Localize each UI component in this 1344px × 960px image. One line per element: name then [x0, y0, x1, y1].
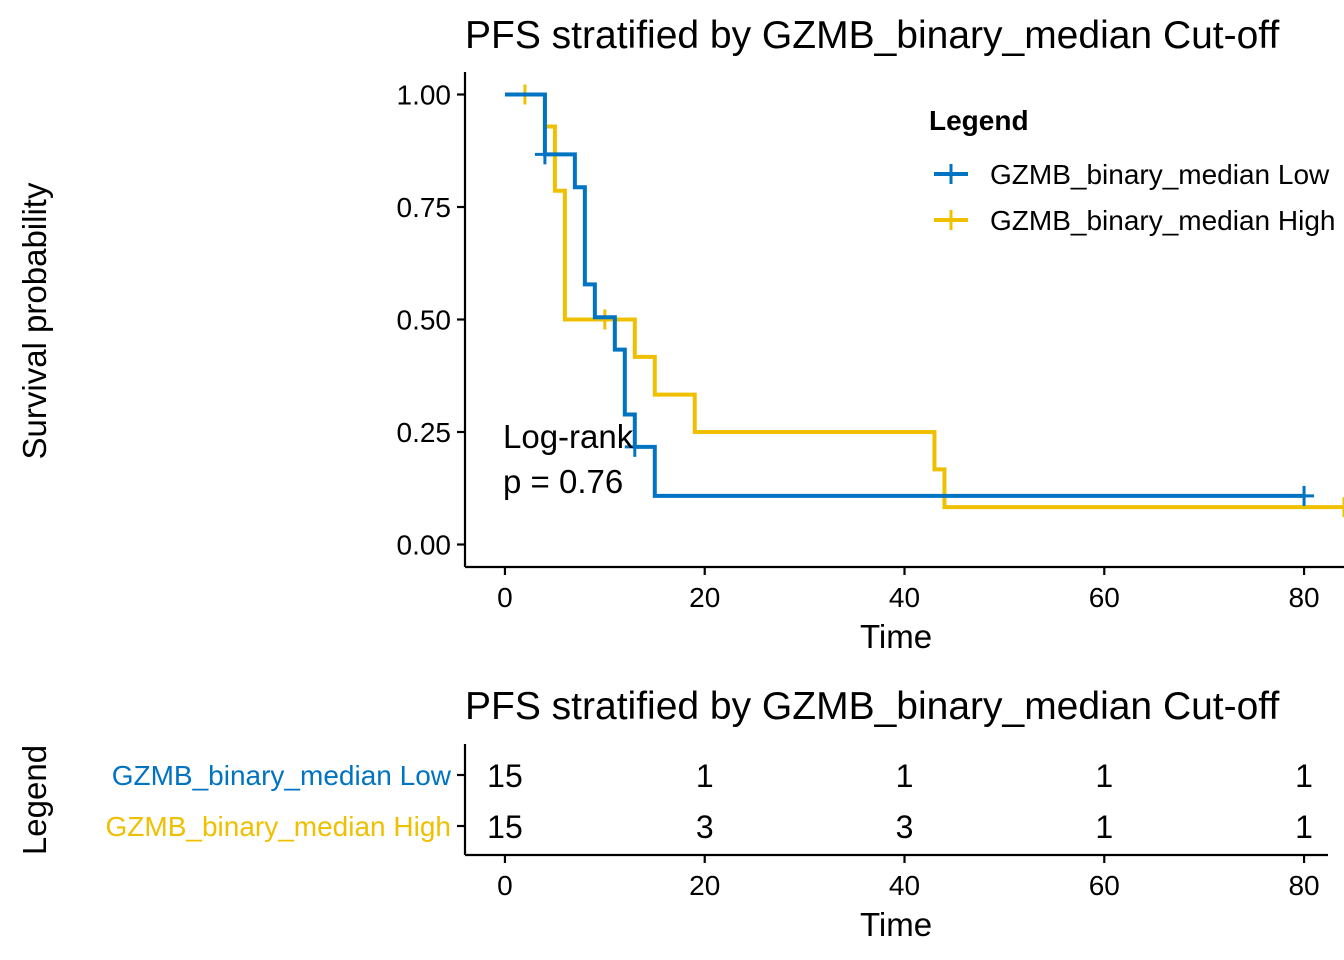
- risk-table-cell-low: 15: [487, 758, 523, 794]
- legend: Legend GZMB_binary_median Low GZMB_binar…: [929, 105, 1336, 236]
- legend-label-high: GZMB_binary_median High: [990, 205, 1336, 236]
- risk-table-axes: 0 20 40 60 80 GZMB_binary_median Low GZMB_bina…: [106, 744, 1328, 901]
- logrank-annotation: Log-rank p = 0.76: [503, 418, 634, 500]
- legend-label-low: GZMB_binary_median Low: [990, 159, 1330, 190]
- survival-curve-high: [504, 92, 1344, 510]
- logrank-label: Log-rank: [503, 418, 634, 455]
- censor-mark-low: [534, 144, 555, 165]
- risk-table-cell-high: 1: [1295, 809, 1313, 845]
- risk-table-cells: 15 1 1 1 1 15 3 3 1 1: [487, 758, 1313, 845]
- survival-y-axis-title: Survival probability: [16, 182, 53, 459]
- risk-table-x-tick-label: 0: [497, 870, 513, 901]
- censor-mark-low: [624, 436, 645, 457]
- risk-table-cell-low: 1: [1095, 758, 1113, 794]
- risk-table-cell-high: 3: [896, 809, 914, 845]
- survival-x-tick-label: 60: [1089, 582, 1120, 613]
- survival-x-tick-label: 40: [889, 582, 920, 613]
- risk-table-cell-high: 1: [1095, 809, 1113, 845]
- risk-table-cell-low: 1: [896, 758, 914, 794]
- survival-y-tick-label: 0.25: [397, 417, 452, 448]
- survival-x-tick-label: 80: [1288, 582, 1319, 613]
- survival-y-tick-label: 0.75: [397, 192, 452, 223]
- survival-x-tick-label: 20: [689, 582, 720, 613]
- risk-table-strata-label-high: GZMB_binary_median High: [106, 811, 452, 842]
- survival-y-tick-label: 0.00: [397, 530, 452, 561]
- survival-plot-title: PFS stratified by GZMB_binary_median Cut…: [465, 14, 1279, 57]
- risk-table-y-axis-title: Legend: [16, 745, 53, 855]
- censor-mark-high: [594, 309, 615, 330]
- censor-mark-high: [1334, 497, 1344, 518]
- survival-axes: 0.00 0.25 0.50 0.75 1.00 0 20 40 60 80: [397, 72, 1344, 613]
- risk-table-x-tick-label: 60: [1089, 870, 1120, 901]
- survival-x-tick-label: 0: [497, 582, 513, 613]
- censor-mark-low: [1294, 485, 1315, 506]
- risk-table-x-axis-title: Time: [860, 906, 932, 943]
- risk-table-cell-high: 3: [696, 809, 714, 845]
- risk-table-cell-high: 15: [487, 809, 523, 845]
- survival-curves: [504, 84, 1344, 518]
- risk-table-x-tick-label: 40: [889, 870, 920, 901]
- survival-y-tick-label: 0.50: [397, 305, 452, 336]
- risk-table-cell-low: 1: [1295, 758, 1313, 794]
- legend-title: Legend: [929, 105, 1029, 136]
- legend-entry-low: GZMB_binary_median Low: [934, 159, 1330, 190]
- risk-table-strata-label-low: GZMB_binary_median Low: [112, 760, 452, 791]
- legend-entry-high: GZMB_binary_median High: [934, 205, 1336, 236]
- risk-table-x-tick-label: 20: [689, 870, 720, 901]
- risk-table: PFS stratified by GZMB_binary_median Cut…: [16, 685, 1328, 943]
- risk-table-cell-low: 1: [696, 758, 714, 794]
- risk-table-title: PFS stratified by GZMB_binary_median Cut…: [465, 685, 1279, 728]
- survival-y-tick-label: 1.00: [397, 80, 452, 111]
- logrank-p-value: p = 0.76: [503, 463, 623, 500]
- survival-x-axis-title: Time: [860, 618, 932, 655]
- risk-table-x-tick-label: 80: [1288, 870, 1319, 901]
- survival-plot: PFS stratified by GZMB_binary_median Cut…: [16, 14, 1344, 655]
